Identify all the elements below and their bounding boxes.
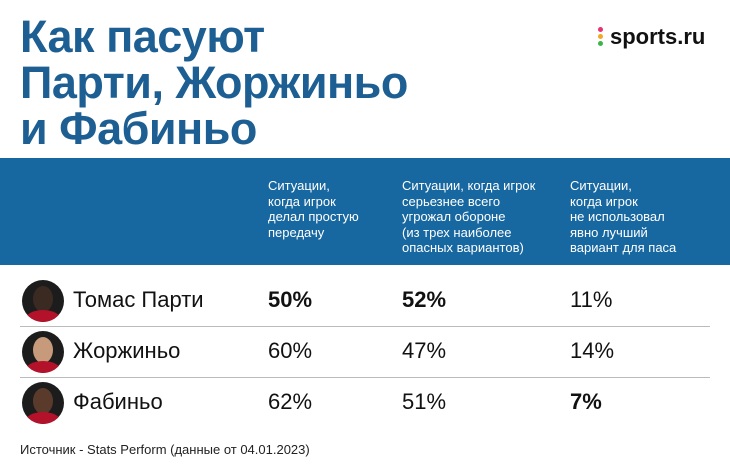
column-header: Ситуации, когда игрок серьезнее всего угро… bbox=[402, 178, 535, 256]
avatar bbox=[22, 382, 64, 424]
column-header: Ситуации, когда игрок не использовал явно л… bbox=[570, 178, 676, 256]
logo-dots bbox=[598, 27, 606, 48]
value-cell: 14% bbox=[570, 338, 615, 363]
avatar-body bbox=[25, 361, 61, 373]
header-line: не использовал bbox=[570, 209, 665, 224]
logo: sports.ru bbox=[610, 24, 706, 49]
title: Как пасуют Парти, Жоржиньо и Фабиньо bbox=[20, 14, 408, 152]
player-name: Жоржиньо bbox=[73, 338, 181, 363]
table-row: Фабиньо 62% 51% 7% bbox=[0, 379, 730, 427]
value-cell: 51% bbox=[402, 389, 447, 414]
title-line: и Фабиньо bbox=[20, 103, 257, 154]
avatar-face bbox=[33, 286, 53, 312]
header-line: (из трех наиболее bbox=[402, 224, 512, 240]
avatar bbox=[22, 331, 64, 373]
player-name: Фабиньо bbox=[73, 389, 163, 414]
player-name: Томас Парти bbox=[73, 287, 204, 312]
avatar-body bbox=[25, 310, 61, 322]
value-cell: 62% bbox=[268, 389, 313, 414]
header-line: Ситуации, когда игрок bbox=[402, 178, 536, 193]
title-line: Как пасуют bbox=[20, 11, 265, 62]
table-row: Жоржиньо 60% 47% 14% bbox=[0, 328, 730, 376]
row-separator bbox=[20, 377, 710, 378]
row-separator bbox=[20, 326, 710, 327]
header-line: передачу bbox=[268, 224, 325, 240]
avatar-face bbox=[33, 388, 53, 414]
title-line: Парти, Жоржиньо bbox=[20, 57, 408, 108]
header-line: опасных вариантов) bbox=[402, 240, 524, 255]
value-cell: 52% bbox=[402, 287, 447, 312]
value-cell: 7% bbox=[570, 389, 602, 414]
header-line: серьезнее всего bbox=[402, 193, 501, 209]
header-band bbox=[0, 158, 730, 265]
header-line: Ситуации, bbox=[570, 178, 632, 193]
avatar bbox=[22, 280, 64, 322]
header-line: когда игрок bbox=[570, 193, 638, 209]
avatar-face bbox=[33, 337, 53, 363]
header-line: делал простую bbox=[268, 209, 359, 224]
value-cell: 50% bbox=[268, 287, 313, 312]
header-line: угрожал обороне bbox=[402, 209, 506, 224]
header-line: вариант для паса bbox=[570, 240, 677, 255]
value-cell: 11% bbox=[570, 287, 613, 312]
source: Источник - Stats Perform (данные от 04.0… bbox=[20, 442, 310, 457]
header-line: Ситуации, bbox=[268, 178, 330, 193]
table-row: Томас Парти 50% 52% 11% bbox=[0, 277, 730, 325]
value-cell: 60% bbox=[268, 338, 313, 363]
column-header: Ситуации, когда игрок делал простую передач… bbox=[268, 178, 359, 240]
header-line: явно лучший bbox=[570, 224, 648, 240]
header-line: когда игрок bbox=[268, 193, 336, 209]
avatar-body bbox=[25, 412, 61, 424]
value-cell: 47% bbox=[402, 338, 447, 363]
